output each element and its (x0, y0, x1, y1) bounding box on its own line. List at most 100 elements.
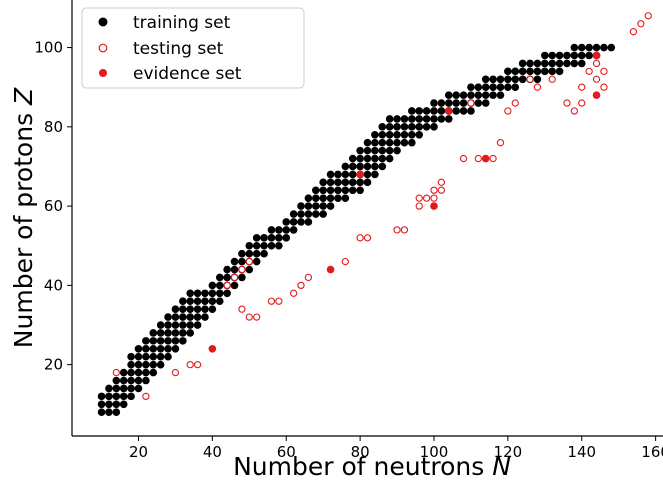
testing-point (415, 202, 423, 210)
training-point (156, 360, 165, 369)
training-point (481, 83, 490, 91)
training-point (526, 59, 534, 68)
x-tick-label: 120 (494, 443, 523, 461)
testing-point (467, 99, 475, 107)
training-point (415, 115, 424, 123)
training-point (186, 321, 194, 329)
training-point (444, 115, 453, 123)
training-point (607, 43, 616, 52)
training-point (415, 130, 424, 139)
training-point (356, 178, 364, 187)
training-point (385, 146, 394, 155)
training-point (127, 368, 135, 377)
training-point (275, 226, 283, 234)
training-point (193, 297, 202, 306)
training-point (252, 257, 261, 266)
training-point (311, 210, 320, 218)
training-point (452, 91, 460, 99)
training-point (585, 43, 593, 52)
training-point (393, 138, 401, 147)
training-point (149, 345, 158, 353)
evidence-point (592, 51, 601, 60)
testing-point (511, 99, 519, 107)
training-point (134, 345, 143, 353)
training-point (415, 107, 424, 115)
training-point (156, 352, 165, 361)
training-point (467, 83, 475, 91)
training-point (142, 352, 150, 361)
training-point (304, 202, 313, 210)
training-point (119, 376, 128, 385)
training-point (275, 241, 283, 250)
training-point (518, 59, 527, 68)
training-point (474, 99, 483, 107)
training-point (548, 51, 556, 60)
x-tick-label: 20 (129, 443, 148, 461)
training-point (134, 376, 143, 385)
training-point (119, 392, 128, 401)
training-point (149, 352, 158, 361)
training-point (511, 75, 520, 84)
training-point (149, 360, 158, 369)
training-point (127, 376, 135, 385)
training-point (563, 51, 571, 60)
training-point (208, 297, 217, 306)
testing-point (437, 178, 446, 186)
training-point (179, 313, 187, 321)
training-point (393, 130, 401, 139)
training-point (437, 107, 446, 115)
y-tick-label: 80 (44, 118, 63, 136)
training-point (518, 75, 527, 84)
training-point (378, 162, 387, 171)
training-point (119, 400, 128, 409)
training-point (533, 67, 542, 76)
testing-point (186, 361, 194, 369)
training-point (393, 123, 401, 131)
training-point (97, 408, 106, 417)
training-point (437, 115, 446, 123)
training-point (112, 392, 121, 401)
training-point (341, 194, 350, 202)
training-point (267, 226, 276, 234)
training-point (444, 91, 453, 99)
training-point (459, 107, 468, 115)
testing-point (526, 75, 534, 83)
training-point (208, 281, 217, 290)
training-point (260, 234, 268, 242)
training-point (356, 162, 364, 171)
testing-point (644, 12, 652, 20)
training-point (97, 400, 106, 409)
training-point (297, 218, 305, 226)
training-point (363, 178, 372, 187)
training-point (105, 392, 113, 401)
x-tick-label: 40 (203, 443, 222, 461)
training-point (252, 249, 261, 258)
training-point (348, 154, 357, 163)
training-point (326, 170, 335, 179)
training-point (223, 265, 231, 274)
training-point (201, 297, 209, 306)
testing-point (142, 392, 150, 401)
testing-point (422, 194, 431, 202)
testing-point (275, 297, 283, 305)
training-point (533, 75, 542, 84)
training-point (149, 337, 158, 345)
training-point (348, 162, 357, 171)
testing-point (112, 368, 120, 377)
training-point (577, 43, 586, 52)
x-axis-title: Number of neutrons N (233, 452, 511, 481)
testing-point (245, 257, 253, 266)
training-point (238, 273, 246, 282)
training-point (179, 305, 187, 313)
training-point (378, 123, 387, 131)
training-point (186, 313, 194, 321)
training-point (371, 130, 379, 139)
y-axis-title: Number of protons Z (9, 87, 38, 348)
training-point (186, 297, 194, 306)
training-point (230, 257, 239, 266)
testing-point (238, 265, 246, 274)
training-point (252, 241, 261, 250)
training-point (156, 321, 165, 329)
training-point (119, 368, 128, 377)
training-point (186, 289, 194, 298)
